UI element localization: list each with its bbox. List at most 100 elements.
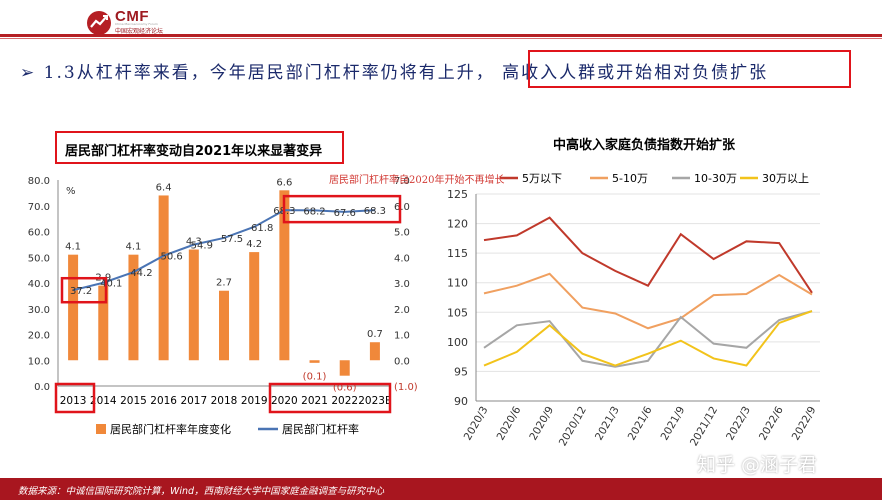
header-divider (0, 34, 882, 37)
line-leverage-ratio (72, 209, 375, 292)
right-y-tick-label: 5.0 (394, 228, 410, 239)
bar-annual-change (158, 195, 169, 361)
right-y-tick-label: 1.0 (394, 331, 410, 342)
series-line (483, 272, 813, 330)
x-tick-label: 2016 (150, 395, 177, 407)
legend-label: 30万以上 (762, 172, 809, 185)
x-tick-label: 2013 (60, 395, 87, 407)
y-tick-label: 110 (447, 277, 468, 290)
x-tick-label: 2022/6 (757, 404, 786, 442)
legend-label: 10-30万 (694, 172, 737, 185)
right-y-tick-label: 2.0 (394, 305, 410, 316)
series-line (483, 310, 813, 368)
bar-annual-change (68, 254, 79, 361)
bar-annual-change (98, 285, 109, 361)
left-y-tick-label: 50.0 (28, 253, 50, 264)
debt-index-chart: 90 95 100 105 110 115 120 125 2020/3 2020/6 2020/9… (447, 172, 820, 449)
left-y-tick-label: 20.0 (28, 331, 50, 342)
bar-annual-change (128, 254, 139, 361)
bar-annual-change (188, 249, 199, 361)
series-line (483, 216, 813, 294)
right-chart-title: 中高收入家庭负债指数开始扩张 (553, 138, 736, 153)
x-tick-label: 2017 (180, 395, 207, 407)
bar-data-label: (0.6) (333, 382, 357, 393)
bar-annual-change (339, 360, 350, 376)
x-tick-label: 2022/9 (790, 405, 819, 443)
highlight-box-recent-labels (268, 382, 392, 414)
y-tick-label: 120 (447, 218, 468, 231)
bullet-arrow-icon: ➢ (20, 63, 37, 83)
slide-headline: ➢ 1.3从杠杆率来看，今年居民部门杠杆率仍将有上升， 高收入人群或开始相对负债… (20, 58, 768, 83)
bar-data-label: 6.6 (276, 177, 292, 188)
series-line (483, 310, 813, 367)
y-tick-label: 125 (447, 188, 468, 201)
line-data-label: 50.6 (161, 252, 183, 263)
bar-data-label: 0.7 (367, 329, 383, 340)
x-tick-label: 2022/3 (724, 405, 753, 443)
x-tick-label: 2015 (120, 395, 147, 407)
x-tick-label: 2021/6 (626, 404, 655, 442)
right-y-tick-label: 6.0 (394, 202, 410, 213)
line-data-label: 40.1 (100, 279, 122, 290)
x-tick-label: 2018 (211, 395, 238, 407)
bar-data-label: 4.1 (65, 242, 81, 253)
left-y-tick-label: 0.0 (34, 382, 50, 393)
y-tick-label: 90 (454, 395, 468, 408)
right-y-tick-label: 4.0 (394, 253, 410, 264)
overlay-annotation: 居民部门杠杆率自2020年开始不再增长 (329, 175, 505, 186)
y-tick-label: 100 (447, 336, 468, 349)
headline-highlight: 高收入人群或开始相对负债扩张 (502, 63, 769, 83)
legend-bar-label: 居民部门杠杆率年度变化 (110, 422, 231, 436)
highlight-box-2013-label (54, 382, 96, 414)
y-tick-label: 105 (447, 306, 468, 319)
logo-name: CMF (115, 8, 149, 25)
footer-bar (0, 478, 882, 500)
headline-text: 1.3从杠杆率来看，今年居民部门杠杆率仍将有上升， (43, 63, 495, 83)
line-data-label: 57.5 (221, 234, 243, 245)
bar-data-label: 2.7 (216, 278, 232, 289)
left-title-highlight-box (55, 131, 344, 164)
x-tick-label: 2020/3 (462, 405, 491, 443)
cmf-logo-icon (87, 11, 111, 35)
line-data-label: 68.3 (364, 206, 386, 217)
line-data-label: 67.6 (334, 208, 356, 219)
watermark-text: 知乎 @涵子君 (697, 454, 818, 476)
y-tick-label: 115 (447, 247, 468, 260)
x-tick-label: 2021/3 (593, 405, 622, 443)
leverage-chart: 0.0 10.0 20.0 30.0 40.0 50.0 60.0 70.0 80.0% (1.0… (28, 176, 418, 436)
right-y-tick-label: 0.0 (394, 356, 410, 367)
footer-source: 数据来源：中诚信国际研究院计算，Wind，西南财经大学中国家庭金融调查与研究中心 (18, 486, 385, 497)
line-data-label: 37.2 (70, 286, 92, 297)
right-y-tick-label: 3.0 (394, 279, 410, 290)
bar-data-label: 4.3 (186, 237, 202, 248)
bar-data-label: 4.2 (246, 239, 262, 250)
logo-subtitle-cn: 中国宏观经济论坛 (115, 28, 164, 35)
bar-annual-change (219, 290, 229, 361)
bar-data-label: (0.1) (303, 371, 327, 382)
left-y-tick-label: 80.0 (28, 176, 50, 187)
legend-label: 5-10万 (612, 172, 648, 185)
left-y-tick-label: 10.0 (28, 356, 50, 367)
highlight-box-2013-value (60, 276, 108, 304)
left-y-tick-label: 30.0 (28, 305, 50, 316)
bar-annual-change (279, 190, 290, 361)
x-tick-label: 2022 (331, 395, 358, 407)
headline-highlight-box (528, 50, 851, 88)
logo-subtitle-en: China Macroeconomy Forum (115, 22, 158, 26)
x-tick-label: 2021/12 (688, 405, 720, 449)
legend-label: 5万以下 (522, 172, 562, 185)
x-tick-label: 2020/6 (495, 404, 524, 442)
x-tick-label: 2023E (358, 395, 391, 407)
header-divider-thin (0, 38, 882, 39)
x-tick-label: 2019 (241, 395, 268, 407)
line-data-label: 61.8 (251, 223, 273, 234)
legend-line-label: 居民部门杠杆率 (282, 422, 359, 436)
left-chart-title: 居民部门杠杆率变动自2021年以来显著变异 (65, 144, 323, 159)
x-tick-label: 2014 (90, 395, 117, 407)
left-y-tick-label: 40.0 (28, 279, 50, 290)
x-tick-label: 2020 (271, 395, 298, 407)
bar-annual-change (309, 360, 320, 363)
bar-data-label: 4.1 (126, 242, 142, 253)
line-data-label: 68.2 (303, 206, 325, 217)
y-tick-label: 95 (454, 365, 468, 378)
